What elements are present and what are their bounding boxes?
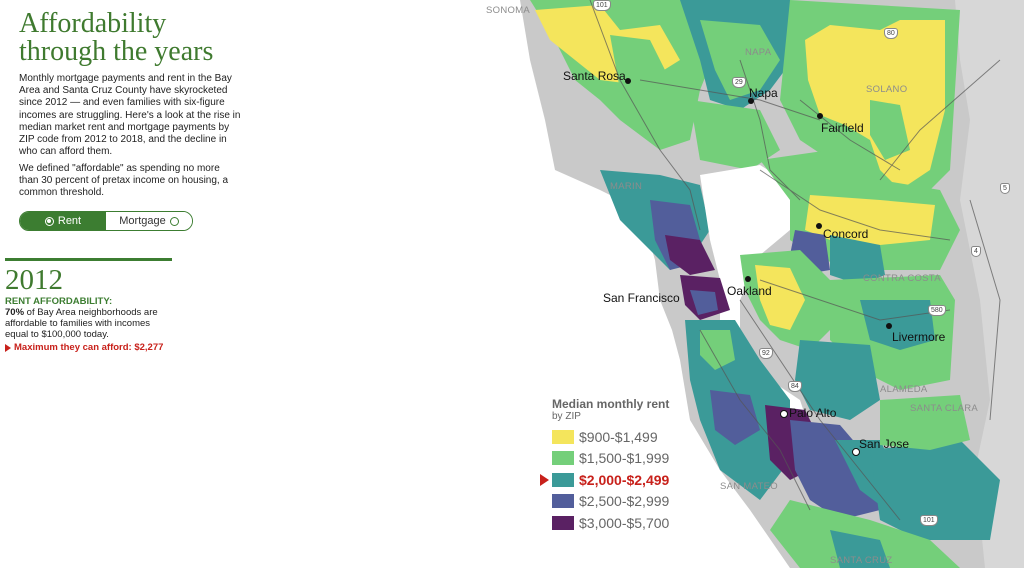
affordability-heading: RENT AFFORDABILITY: bbox=[5, 296, 113, 307]
county-label-san-mateo: SAN MATEO bbox=[720, 481, 778, 492]
legend-label: $2,500-$2,999 bbox=[579, 493, 670, 510]
section-divider bbox=[5, 258, 172, 261]
radio-selected-icon bbox=[44, 216, 54, 226]
legend-swatch bbox=[552, 429, 574, 444]
legend-item-active[interactable]: $2,000-$2,499 bbox=[540, 469, 669, 491]
mortgage-label: Mortgage bbox=[119, 215, 166, 227]
city-label-concord: Concord bbox=[823, 227, 869, 241]
county-label-marin: MARIN bbox=[610, 181, 643, 192]
county-label-napa: NAPA bbox=[745, 47, 772, 58]
max-afford-line: Maximum they can afford: $2,277 bbox=[5, 342, 163, 353]
legend-label: $900-$1,499 bbox=[579, 428, 658, 445]
highway-shield: 5 bbox=[1000, 183, 1010, 194]
highway-shield: 92 bbox=[759, 348, 773, 359]
rent-label: Rent bbox=[57, 215, 82, 227]
highway-shield: 29 bbox=[732, 77, 746, 88]
city-label-oakland: Oakland bbox=[727, 284, 772, 298]
city-label-san-jose: San Jose bbox=[859, 437, 910, 451]
legend-label: $1,500-$1,999 bbox=[579, 450, 670, 467]
legend-item[interactable]: $2,500-$2,999 bbox=[540, 491, 669, 513]
legend-subtitle: by ZIP bbox=[552, 411, 581, 422]
legend-swatch bbox=[552, 472, 574, 487]
county-label-contra-costa: CONTRA COSTA bbox=[863, 273, 941, 284]
city-dot bbox=[852, 448, 860, 456]
legend-label: $2,000-$2,499 bbox=[579, 471, 670, 488]
county-label-alameda: ALAMEDA bbox=[880, 384, 928, 395]
legend-swatch bbox=[552, 494, 574, 509]
highway-shield: 4 bbox=[971, 246, 981, 257]
city-dot bbox=[748, 98, 754, 104]
rent-toggle-button[interactable]: Rent bbox=[20, 212, 106, 230]
title-line-2: through the years bbox=[19, 36, 214, 67]
highway-shield: 101 bbox=[593, 0, 611, 11]
county-label-santa-cruz: SANTA CRUZ bbox=[830, 555, 893, 566]
legend-item[interactable]: $900-$1,499 bbox=[540, 426, 669, 448]
info-panel: Affordability through the years Monthly … bbox=[0, 0, 255, 568]
legend-swatch bbox=[552, 451, 574, 466]
legend-item[interactable]: $3,000-$5,700 bbox=[540, 512, 669, 534]
county-label-sonoma: SONOMA bbox=[486, 5, 531, 16]
year-heading: 2012 bbox=[5, 264, 63, 296]
active-arrow-icon bbox=[540, 473, 552, 486]
city-dot bbox=[816, 223, 822, 229]
city-label-napa: Napa bbox=[749, 86, 778, 100]
mortgage-toggle-button[interactable]: Mortgage bbox=[106, 212, 192, 230]
highway-shield: 101 bbox=[920, 515, 938, 526]
triangle-right-icon bbox=[5, 343, 11, 352]
city-label-santa-rosa: Santa Rosa bbox=[563, 69, 626, 83]
affordability-percent: 70% bbox=[5, 307, 25, 318]
city-dot bbox=[886, 323, 892, 329]
max-afford-label: Maximum they can afford: $2,277 bbox=[14, 342, 164, 353]
affordability-body: of Bay Area neighborhoods are affordable… bbox=[5, 307, 158, 340]
map-legend: Median monthly rent by ZIP $900-$1,499 $… bbox=[540, 397, 669, 534]
city-label-fairfield: Fairfield bbox=[821, 121, 864, 135]
city-dot bbox=[745, 276, 751, 282]
definition-text: We defined "affordable" as spending no m… bbox=[19, 163, 229, 199]
legend-title: Median monthly rent bbox=[552, 397, 670, 411]
highway-shield: 580 bbox=[928, 305, 946, 316]
highway-shield: 80 bbox=[884, 28, 898, 39]
highway-shield: 84 bbox=[788, 381, 802, 392]
city-dot bbox=[817, 113, 823, 119]
city-dot bbox=[625, 78, 631, 84]
rent-mortgage-toggle[interactable]: Rent Mortgage bbox=[19, 211, 193, 231]
county-label-solano: SOLANO bbox=[866, 84, 908, 95]
city-dot bbox=[780, 410, 788, 418]
county-label-santa-clara: SANTA CLARA bbox=[910, 403, 979, 414]
title-line-1: Affordability bbox=[19, 8, 167, 39]
intro-text: Monthly mortgage payments and rent in th… bbox=[19, 73, 241, 158]
legend-label: $3,000-$5,700 bbox=[579, 514, 670, 531]
city-label-livermore: Livermore bbox=[892, 330, 946, 344]
legend-swatch bbox=[552, 515, 574, 530]
city-label-palo-alto: Palo Alto bbox=[789, 406, 837, 420]
city-label-san-francisco: San Francisco bbox=[603, 291, 680, 305]
affordability-text: 70% of Bay Area neighborhoods are afford… bbox=[5, 307, 175, 340]
legend-item[interactable]: $1,500-$1,999 bbox=[540, 448, 669, 470]
radio-unselected-icon bbox=[169, 216, 179, 226]
page-title: Affordability through the years bbox=[19, 10, 249, 66]
